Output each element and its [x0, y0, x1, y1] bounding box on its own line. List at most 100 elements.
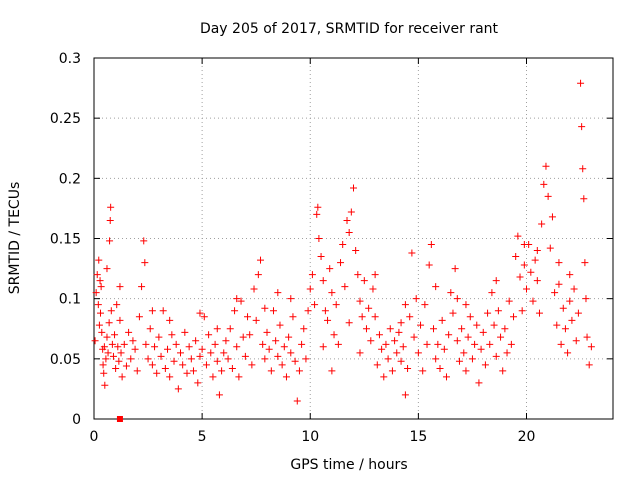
data-point — [100, 343, 108, 351]
data-point — [362, 325, 370, 333]
data-point — [192, 337, 200, 345]
data-point — [578, 123, 586, 131]
data-point — [460, 349, 468, 357]
data-point — [572, 337, 580, 345]
data-point — [503, 349, 511, 357]
data-point — [391, 337, 399, 345]
data-point — [529, 297, 537, 305]
data-point — [406, 313, 414, 321]
data-point — [378, 345, 386, 353]
data-point — [138, 283, 146, 291]
data-point — [125, 328, 133, 336]
data-point — [324, 316, 332, 324]
data-point — [278, 361, 286, 369]
data-point — [198, 345, 206, 353]
data-point — [287, 295, 295, 303]
data-point — [205, 331, 213, 339]
data-point — [523, 285, 530, 293]
data-point — [272, 337, 280, 345]
data-point — [505, 297, 513, 305]
data-point — [282, 373, 290, 381]
data-point — [531, 256, 539, 264]
data-point — [453, 295, 461, 303]
data-point — [261, 304, 269, 312]
data-point — [354, 271, 362, 279]
data-point — [187, 355, 195, 363]
data-point — [570, 285, 578, 293]
data-point — [103, 265, 111, 273]
data-point — [97, 283, 105, 291]
data-point — [280, 343, 288, 351]
data-point — [257, 256, 265, 264]
data-point — [241, 352, 249, 360]
data-point — [107, 307, 115, 315]
data-point — [367, 337, 375, 345]
axis-ticks: 0 0.05 0.1 0.15 0.2 0.25 0.3 0 5 10 15 20 — [50, 51, 613, 445]
data-point — [401, 301, 409, 309]
data-point — [103, 333, 111, 341]
data-point — [421, 301, 429, 309]
data-point — [514, 232, 522, 240]
data-point — [382, 340, 390, 348]
data-point — [397, 357, 405, 365]
data-point — [220, 349, 228, 357]
data-point — [261, 355, 269, 363]
data-point — [356, 349, 364, 357]
y-axis-label: SRMTID / TECUs — [7, 182, 23, 295]
data-point — [102, 355, 110, 363]
data-point — [194, 379, 202, 387]
data-point — [92, 289, 100, 297]
data-point — [259, 340, 267, 348]
data-point — [274, 352, 282, 360]
data-point — [466, 313, 474, 321]
data-point — [419, 367, 427, 375]
data-point — [585, 361, 593, 369]
data-point — [95, 321, 103, 329]
data-point — [248, 361, 256, 369]
data-point — [117, 349, 125, 357]
data-point — [172, 340, 180, 348]
y-tick-label: 0.05 — [50, 352, 81, 368]
data-point — [308, 271, 316, 279]
data-point — [561, 325, 569, 333]
data-point — [408, 249, 416, 257]
data-point — [196, 352, 204, 360]
data-point — [399, 343, 407, 351]
data-point — [432, 283, 440, 291]
data-point — [471, 340, 479, 348]
data-point — [222, 337, 230, 345]
data-point — [373, 361, 381, 369]
data-point — [196, 309, 204, 317]
data-point — [358, 313, 366, 321]
data-point — [540, 180, 548, 188]
data-point — [144, 355, 152, 363]
data-point — [557, 340, 565, 348]
data-point — [285, 333, 293, 341]
data-point — [427, 241, 435, 249]
data-point — [486, 340, 494, 348]
data-point — [141, 259, 149, 267]
data-point — [566, 297, 574, 305]
data-point — [153, 369, 161, 377]
data-point — [582, 295, 590, 303]
data-point — [302, 355, 310, 363]
data-point — [440, 345, 448, 353]
data-point — [105, 319, 113, 327]
data-point — [244, 313, 252, 321]
data-point — [166, 373, 174, 381]
data-point — [535, 309, 543, 317]
data-point — [499, 367, 507, 375]
data-point — [94, 301, 102, 309]
data-point — [131, 345, 139, 353]
data-point — [581, 259, 589, 267]
data-point — [295, 367, 303, 375]
data-point — [183, 369, 191, 377]
grid — [94, 58, 613, 419]
data-point — [404, 364, 412, 372]
y-tick-label: 0 — [72, 412, 81, 428]
data-point — [328, 289, 336, 297]
data-point — [339, 241, 347, 249]
data-point — [274, 289, 282, 297]
data-point — [215, 391, 223, 399]
data-point — [451, 265, 459, 273]
